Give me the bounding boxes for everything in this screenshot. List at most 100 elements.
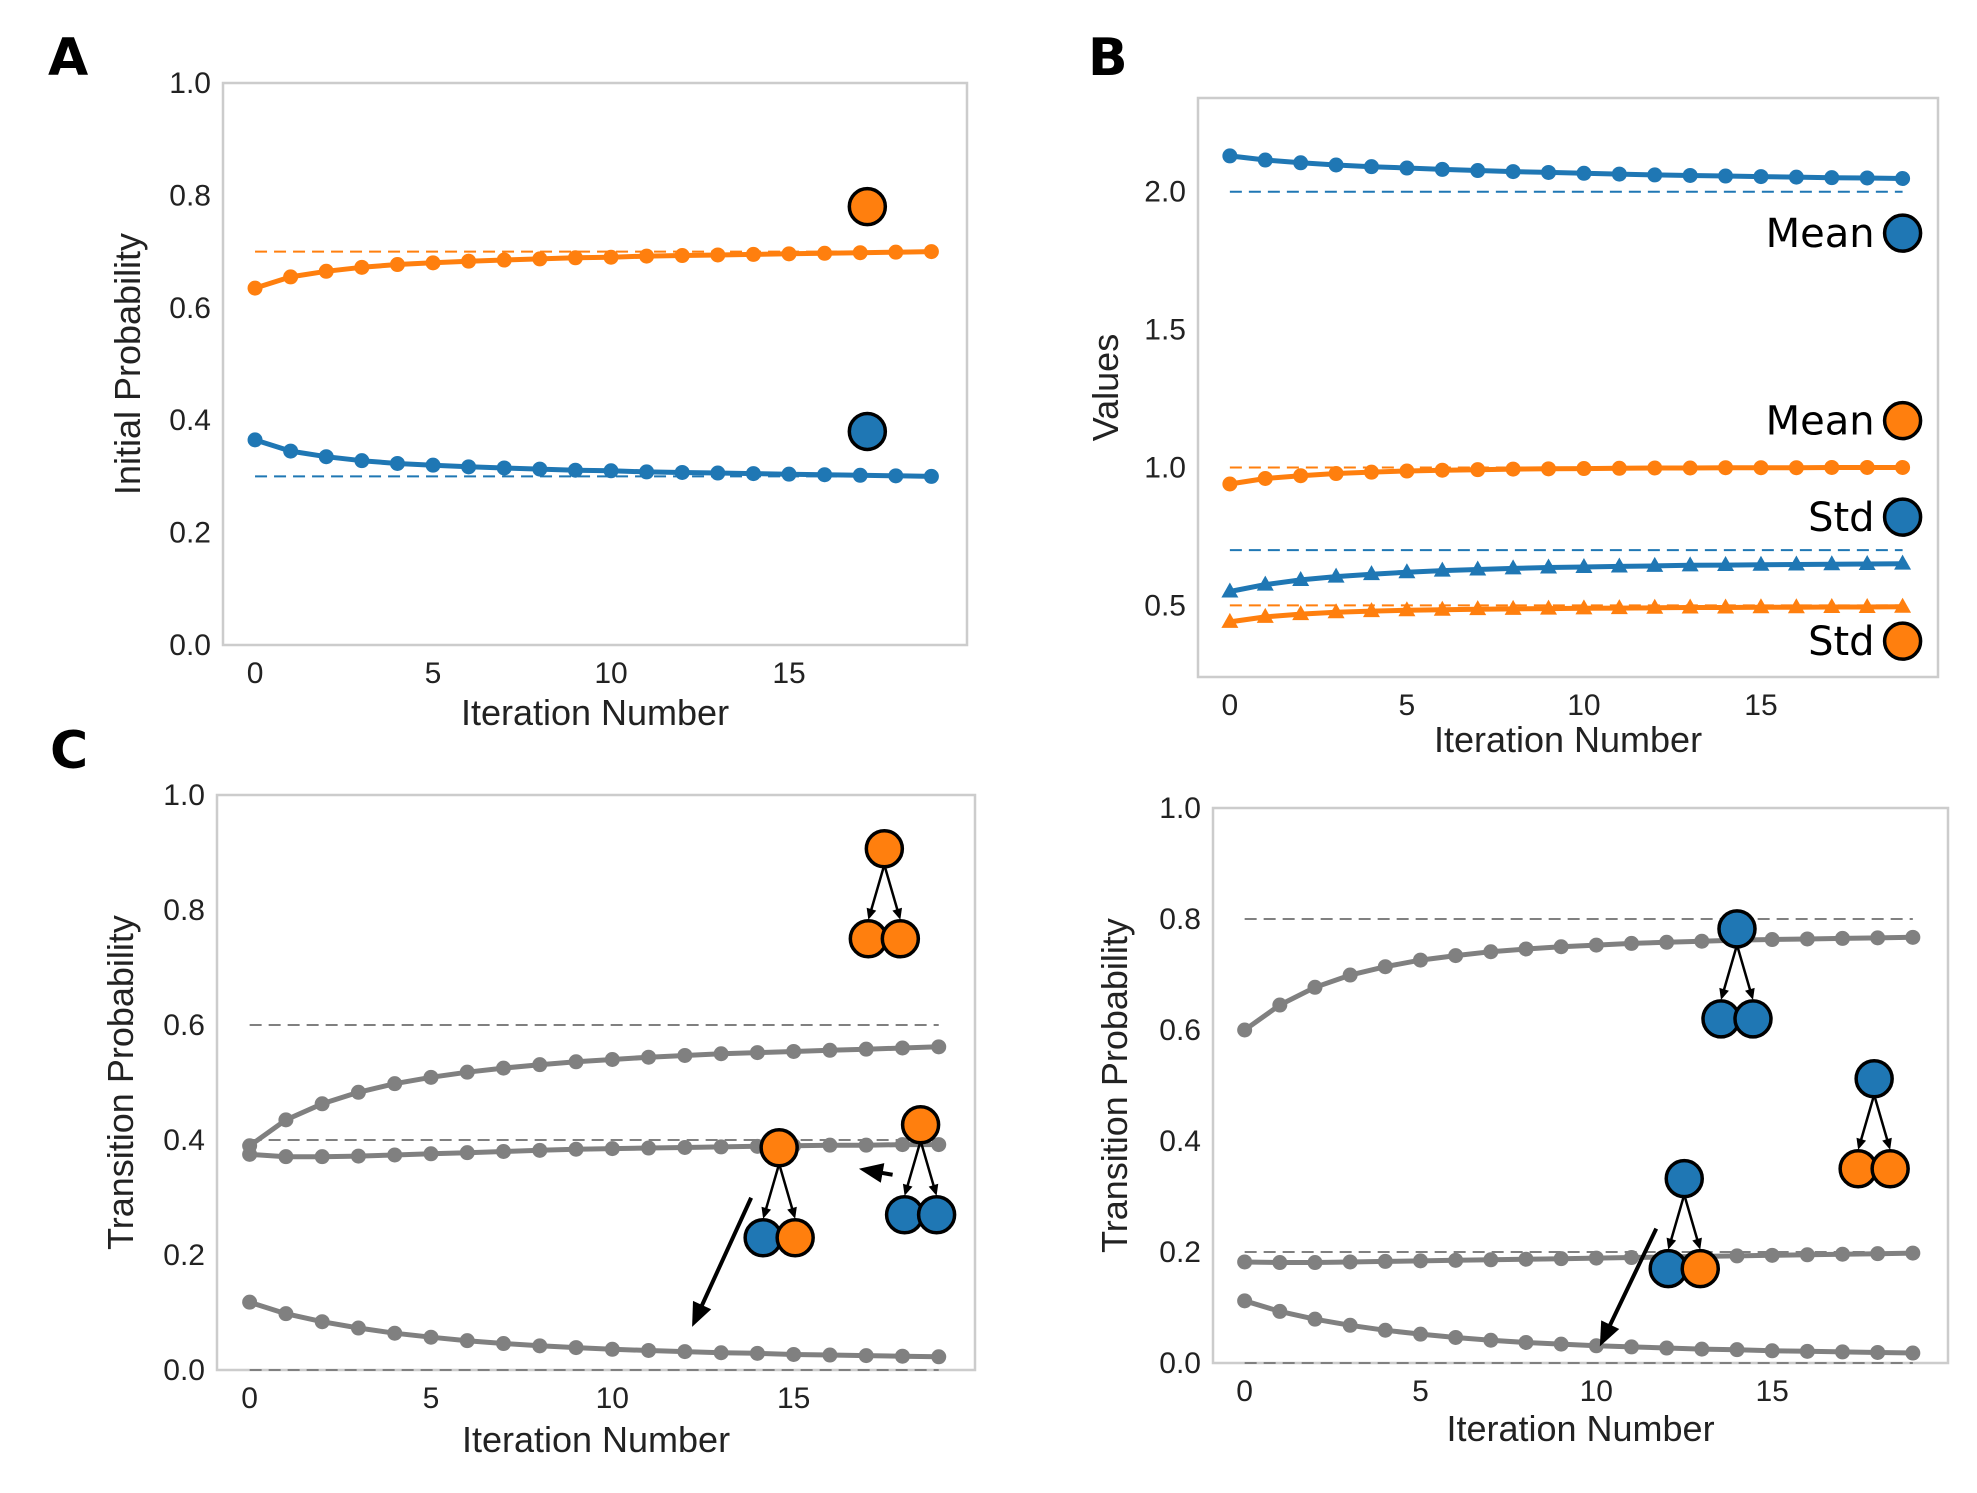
data-point <box>1824 459 1840 475</box>
data-point <box>1682 167 1698 183</box>
data-point <box>242 1294 258 1310</box>
y-tick-label: 1.5 <box>1144 314 1186 347</box>
data-point <box>1753 169 1769 185</box>
data-point <box>1682 460 1698 476</box>
data-point <box>1256 607 1274 623</box>
child-state-icon <box>1870 1149 1910 1189</box>
y-tick-label: 0.2 <box>169 517 211 550</box>
parent-state-icon <box>900 1105 941 1145</box>
y-tick-label: 0.8 <box>163 894 205 927</box>
data-point <box>1448 1329 1464 1345</box>
data-point <box>749 1045 765 1061</box>
data-point <box>639 248 655 264</box>
data-point <box>1377 959 1393 975</box>
arrowhead <box>928 1183 939 1196</box>
arrowhead <box>761 1206 772 1219</box>
parent-state-icon <box>1717 909 1757 949</box>
arrowhead <box>787 1206 797 1219</box>
data-point <box>1433 561 1451 577</box>
data-point <box>350 1320 366 1336</box>
arrowhead <box>892 907 902 920</box>
x-tick-label: 10 <box>596 1382 629 1415</box>
data-point <box>459 1145 475 1161</box>
data-point <box>1540 558 1558 574</box>
y-tick-label: 2.0 <box>1144 176 1186 209</box>
data-point <box>1729 1342 1745 1358</box>
state-marker-icon <box>1882 213 1923 253</box>
plot-frame <box>215 793 977 1372</box>
state-marker-icon <box>1882 497 1923 537</box>
data-point <box>247 432 263 448</box>
data-point <box>1823 555 1841 571</box>
data-point <box>1659 934 1675 950</box>
data-point <box>1504 599 1522 615</box>
data-point <box>894 1348 910 1364</box>
data-point <box>603 249 619 265</box>
data-point <box>278 1149 294 1165</box>
data-point <box>1764 932 1780 948</box>
arrowhead <box>1666 1237 1677 1250</box>
data-point <box>496 460 512 476</box>
data-point <box>532 1338 548 1354</box>
arrowhead <box>1692 1237 1702 1250</box>
data-point <box>1870 930 1886 946</box>
data-point <box>1505 164 1521 180</box>
data-point <box>852 467 868 483</box>
data-point <box>1787 598 1805 614</box>
data-point <box>1412 952 1428 968</box>
data-point <box>1328 466 1344 482</box>
data-point <box>1694 933 1710 949</box>
plot-frame <box>1196 96 1940 679</box>
x-tick-label: 5 <box>1399 689 1416 722</box>
data-point <box>1753 460 1769 476</box>
pointer-arrowhead <box>1599 1320 1620 1347</box>
data-point <box>354 453 370 469</box>
data-point <box>1342 1317 1358 1333</box>
data-point <box>1504 559 1522 575</box>
data-point <box>278 1306 294 1322</box>
data-point <box>1834 930 1850 946</box>
data-point <box>1647 460 1663 476</box>
data-point <box>1541 461 1557 477</box>
data-point <box>749 1345 765 1361</box>
data-point <box>1895 171 1911 187</box>
data-point <box>786 1043 802 1059</box>
legend-label: Std <box>1808 619 1874 665</box>
data-point <box>1588 937 1604 953</box>
data-point <box>314 1314 330 1330</box>
data-point <box>1377 1322 1393 1338</box>
data-point <box>425 457 441 473</box>
data-point <box>604 1141 620 1157</box>
x-tick-label: 10 <box>1580 1375 1613 1408</box>
data-point <box>1834 1344 1850 1360</box>
panel-label-a: A <box>48 28 88 88</box>
data-point <box>532 1057 548 1073</box>
data-point <box>1623 1250 1639 1266</box>
data-point <box>1870 1344 1886 1360</box>
data-point <box>1894 554 1912 570</box>
x-tick-label: 0 <box>1236 1375 1253 1408</box>
data-point <box>1788 460 1804 476</box>
data-point <box>283 443 299 459</box>
data-point <box>1412 1326 1428 1342</box>
data-point <box>1293 468 1309 484</box>
data-point <box>1729 1248 1745 1264</box>
data-point <box>858 1041 874 1057</box>
child-state-icon <box>916 1195 957 1235</box>
data-point <box>1611 460 1627 476</box>
data-point <box>423 1329 439 1345</box>
data-point <box>1646 598 1664 614</box>
data-point <box>931 1137 947 1153</box>
data-point <box>1646 556 1664 572</box>
data-point <box>1412 1253 1428 1269</box>
transition-arrow <box>919 1142 936 1188</box>
transition-arrow <box>869 866 885 912</box>
data-point <box>1433 600 1451 616</box>
data-point <box>888 468 904 484</box>
data-point <box>1834 1246 1850 1262</box>
data-point <box>496 252 512 268</box>
data-point <box>923 244 939 260</box>
data-point <box>242 1146 258 1162</box>
data-point <box>1553 939 1569 955</box>
